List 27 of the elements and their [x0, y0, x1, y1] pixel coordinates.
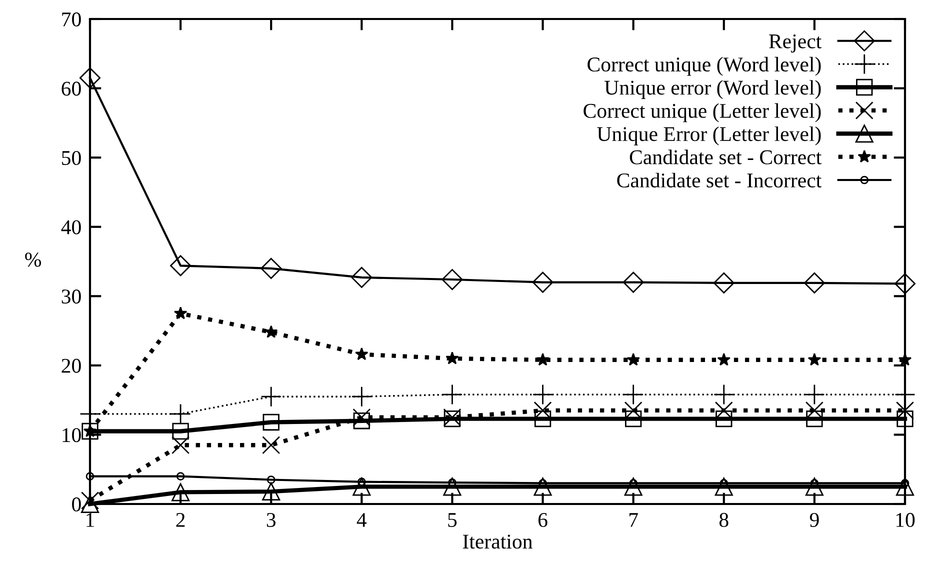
- x-tick-label: 5: [448, 513, 457, 527]
- y-tick-label: 40: [61, 220, 81, 234]
- legend-label: Unique error (Word level): [604, 80, 821, 99]
- y-tick-label: 20: [62, 358, 81, 373]
- x-tick-label: 9: [810, 512, 819, 527]
- y-tick-label: 50: [62, 150, 81, 166]
- x-tick-label: 3: [266, 512, 276, 527]
- legend-label: Correct unique (Word level): [588, 56, 821, 76]
- y-tick-label: 30: [62, 290, 81, 304]
- x-tick-label: 2: [176, 512, 185, 527]
- legend-label: Correct unique (Letter level): [584, 103, 821, 122]
- x-tick-label: 10: [896, 512, 915, 527]
- x-tick-label: 4: [356, 513, 367, 527]
- y-tick-label: 0: [72, 497, 81, 512]
- y-tick-label: 70: [62, 12, 81, 26]
- x-tick-label: 6: [538, 512, 548, 527]
- legend-label: Candidate set - Correct: [630, 150, 822, 164]
- legend-label: Candidate set - Incorrect: [617, 172, 822, 188]
- x-tick-label: 8: [719, 512, 728, 527]
- y-tick-label: 60: [62, 82, 81, 96]
- y-axis-title: %: [25, 252, 42, 267]
- legend-label: Reject: [769, 34, 822, 53]
- x-axis-title: Iteration: [462, 534, 532, 549]
- x-tick-label: 1: [86, 513, 94, 527]
- x-tick-label: 7: [630, 513, 638, 527]
- legend-label: Unique Error (Letter level): [597, 126, 821, 146]
- y-tick-label: 10: [62, 428, 81, 442]
